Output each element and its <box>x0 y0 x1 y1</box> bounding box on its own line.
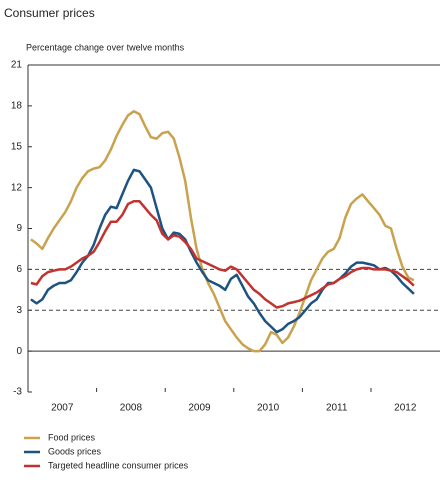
x-tick-label: 2011 <box>326 403 348 414</box>
legend-label: Targeted headline consumer prices <box>48 460 189 470</box>
legend-label: Goods prices <box>48 446 102 456</box>
x-tick-label: 2010 <box>257 403 280 414</box>
chart-subtitle: Percentage change over twelve months <box>26 42 185 52</box>
series-line <box>30 168 415 334</box>
series-line <box>30 200 415 309</box>
y-tick-label: 18 <box>11 101 23 112</box>
chart-title: Consumer prices <box>4 6 95 20</box>
y-tick-label: 9 <box>16 223 22 234</box>
series-line <box>30 110 415 353</box>
y-tick-label: 3 <box>16 305 22 316</box>
x-tick-label: 2007 <box>51 403 74 414</box>
y-tick-label: -3 <box>13 387 22 398</box>
y-tick-label: 21 <box>11 60 23 71</box>
y-tick-label: 12 <box>11 182 23 193</box>
x-tick-label: 2008 <box>120 403 143 414</box>
y-tick-label: 0 <box>16 346 22 357</box>
x-tick-label: 2009 <box>188 403 211 414</box>
x-tick-label: 2012 <box>394 403 417 414</box>
y-tick-label: 6 <box>16 264 22 275</box>
legend-label: Food prices <box>48 432 96 442</box>
y-tick-label: 15 <box>11 141 23 152</box>
